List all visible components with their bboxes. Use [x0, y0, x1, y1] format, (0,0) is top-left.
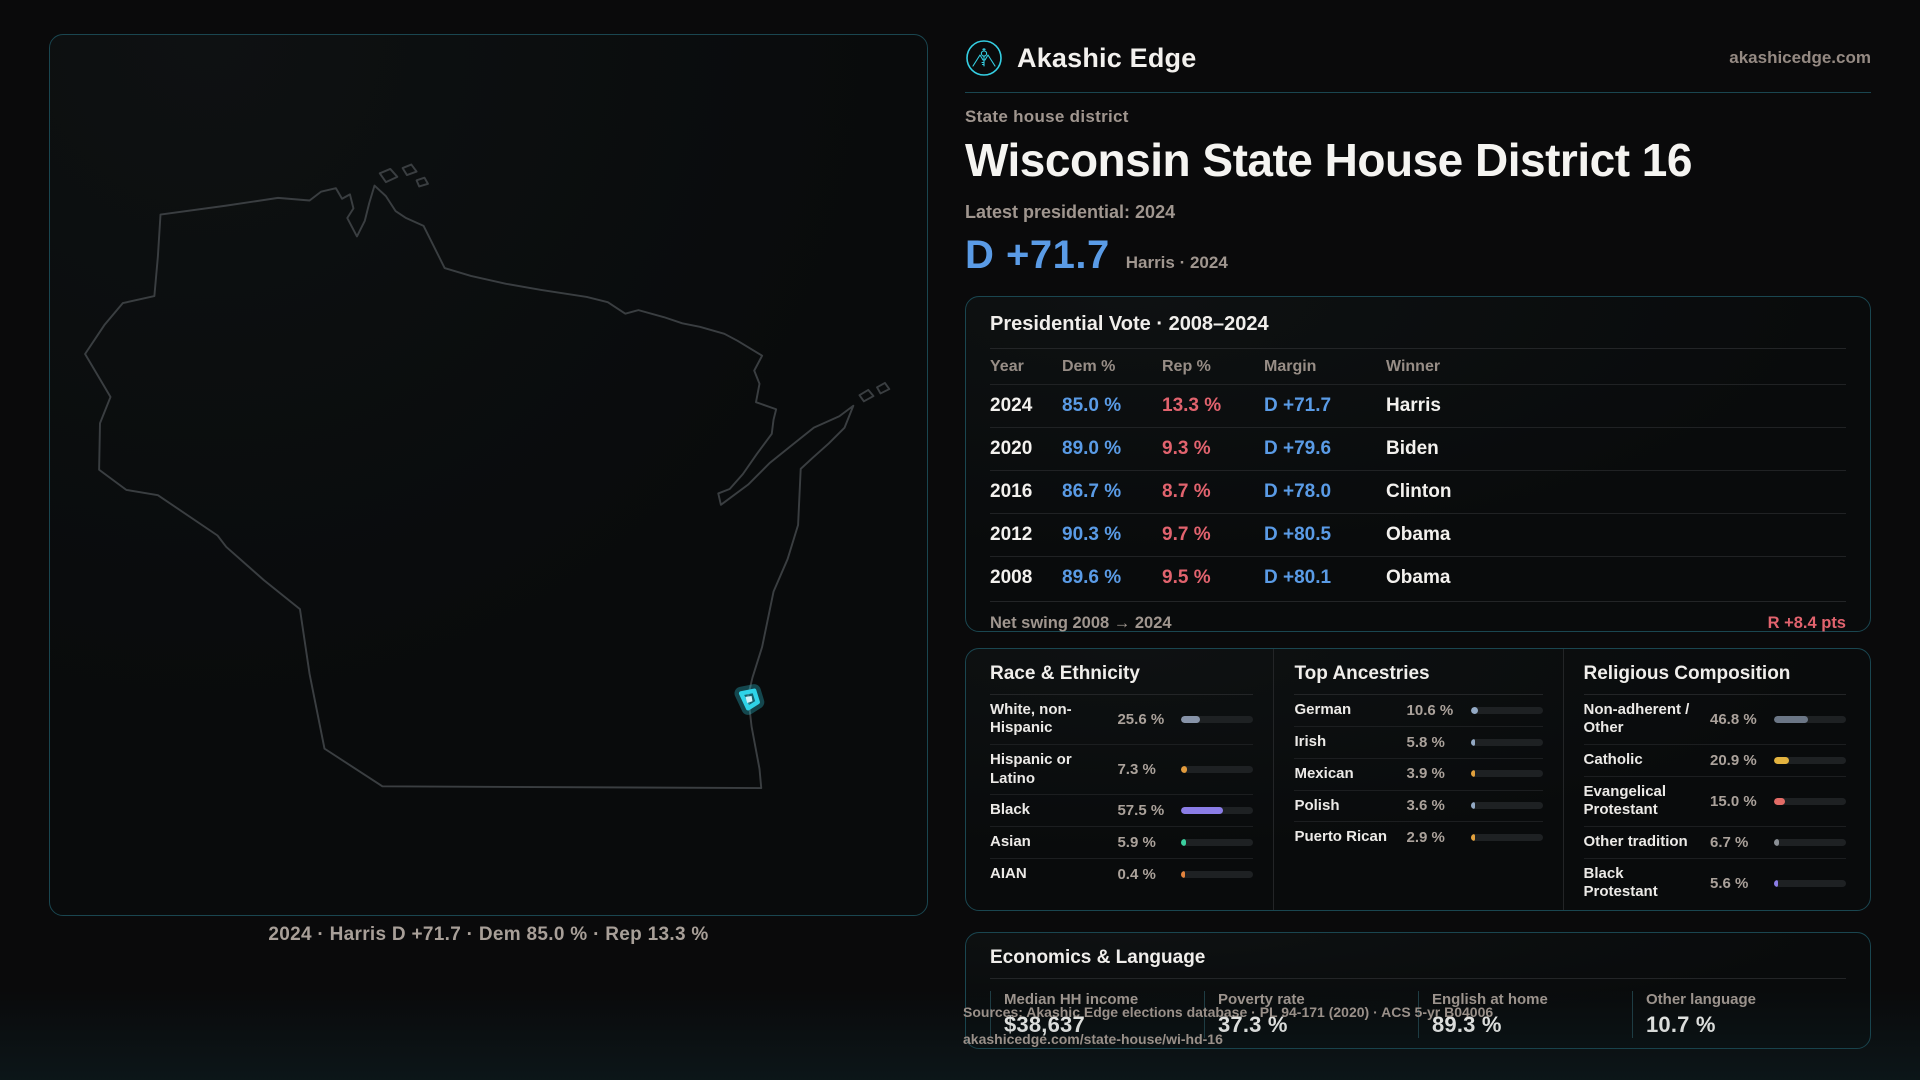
- stat-bar: [1470, 770, 1543, 778]
- presidential-vote-card: Presidential Vote · 2008–2024 Year Dem %…: [965, 296, 1871, 633]
- map-caption: 2024 · Harris D +71.7 · Dem 85.0 % · Rep…: [268, 924, 709, 945]
- col-rep: Rep %: [1162, 358, 1211, 376]
- sources-footer: Sources: Akashic Edge elections database…: [963, 999, 1493, 1054]
- economics-title: Economics & Language: [990, 947, 1206, 969]
- stat-bar: [1181, 766, 1254, 774]
- net-swing-label: Net swing 2008 → 2024: [990, 614, 1172, 633]
- wisconsin-outline: [84, 163, 891, 790]
- list-item: Other tradition 6.7 %: [1583, 827, 1846, 859]
- list-item: Mexican 3.9 %: [1294, 759, 1543, 791]
- col-dem: Dem %: [1062, 358, 1116, 376]
- header-divider: [965, 92, 1871, 93]
- net-swing-value: R +8.4 pts: [1767, 614, 1846, 633]
- list-item: Evangelical Protestant 15.0 %: [1583, 777, 1846, 828]
- religion-title: Religious Composition: [1583, 663, 1846, 696]
- col-year: Year: [990, 358, 1024, 376]
- col-winner: Winner: [1386, 358, 1441, 376]
- report-panel: Akashic Edge akashicedge.com State house…: [965, 30, 1871, 1050]
- brand-header: Akashic Edge akashicedge.com: [965, 36, 1871, 80]
- race-title: Race & Ethnicity: [990, 663, 1254, 696]
- latest-presidential-label: Latest presidential: 2024: [965, 202, 1176, 223]
- list-item: Hispanic or Latino 7.3 %: [990, 745, 1254, 796]
- stat-cell: Median HH income $38,637: [990, 991, 1204, 1039]
- district-map-card: [49, 34, 928, 916]
- list-item: Catholic 20.9 %: [1583, 745, 1846, 778]
- table-row: 2020 89.0 % 9.3 % D +79.6 Biden: [990, 427, 1846, 470]
- akashic-edge-logo-icon: [966, 40, 1002, 76]
- list-item: Irish 5.8 %: [1294, 727, 1543, 759]
- stat-bar: [1181, 870, 1254, 878]
- stat-cell: Other language 10.7 %: [1632, 991, 1846, 1039]
- brand-name: Akashic Edge: [1017, 42, 1197, 73]
- brand-domain-link[interactable]: akashicedge.com: [1729, 48, 1871, 67]
- table-row: 2024 85.0 % 13.3 % D +71.7 Harris: [990, 384, 1846, 427]
- sources-line: Sources: Akashic Edge elections database…: [963, 1004, 1494, 1020]
- economics-stats: Median HH income $38,637 Poverty rate 37…: [990, 991, 1846, 1039]
- list-item: Black 57.5 %: [990, 795, 1254, 828]
- list-item: Black Protestant 5.6 %: [1584, 859, 1846, 908]
- margin-context: Harris · 2024: [1125, 253, 1228, 273]
- stat-bar: [1470, 706, 1543, 714]
- list-item: German 10.6 %: [1294, 695, 1543, 727]
- list-item: Puerto Rican 2.9 %: [1294, 822, 1543, 853]
- col-margin: Margin: [1264, 358, 1317, 376]
- district-type-label: State house district: [965, 107, 1129, 126]
- stat-bar: [1774, 838, 1846, 846]
- stat-bar: [1470, 738, 1543, 746]
- page-title: Wisconsin State House District 16: [965, 134, 1692, 186]
- net-swing-row: Net swing 2008 → 2024 R +8.4 pts: [990, 601, 1846, 645]
- wisconsin-map: [84, 163, 891, 790]
- ancestries-title: Top Ancestries: [1294, 663, 1543, 696]
- stat-bar: [1181, 715, 1254, 723]
- permalink[interactable]: akashicedge.com/state-house/wi-hd-16: [963, 1031, 1223, 1048]
- table-row: 2016 86.7 % 8.7 % D +78.0 Clinton: [990, 470, 1846, 513]
- table-row: 2012 90.3 % 9.7 % D +80.5 Obama: [990, 513, 1846, 556]
- headline-margin: D +71.7 Harris · 2024: [965, 233, 1871, 281]
- stat-bar: [1774, 715, 1846, 723]
- vote-table-title: Presidential Vote · 2008–2024: [990, 313, 1269, 336]
- stat-bar: [1774, 797, 1846, 805]
- race-ethnicity-section: Race & Ethnicity White, non-Hispanic 25.…: [966, 649, 1273, 910]
- economics-divider: [990, 978, 1846, 980]
- economics-card: Economics & Language Median HH income $3…: [965, 932, 1871, 1050]
- stat-bar: [1181, 838, 1254, 846]
- religion-section: Religious Composition Non-adherent / Oth…: [1562, 649, 1870, 911]
- stat-cell: Poverty rate 37.3 %: [1204, 991, 1418, 1039]
- list-item: AIAN 0.4 %: [990, 859, 1254, 890]
- stat-bar: [1470, 802, 1543, 810]
- table-divider: [990, 348, 1846, 350]
- stat-bar: [1774, 879, 1846, 887]
- demographics-card: Race & Ethnicity White, non-Hispanic 25.…: [965, 648, 1871, 912]
- stat-cell: English at home 89.3 %: [1418, 991, 1632, 1039]
- ancestries-section: Top Ancestries German 10.6 % Irish 5.8 %…: [1273, 649, 1562, 911]
- margin-value: D +71.7: [965, 233, 1110, 278]
- table-row: 2008 89.6 % 9.5 % D +80.1 Obama: [990, 556, 1846, 599]
- list-item: White, non-Hispanic 25.6 %: [990, 695, 1254, 746]
- list-item: Polish 3.6 %: [1294, 791, 1543, 823]
- vote-table-header: Year Dem % Rep % Margin Winner: [990, 349, 1846, 384]
- stat-bar: [1774, 756, 1846, 764]
- district-highlight-marker[interactable]: [734, 684, 765, 715]
- list-item: Asian 5.9 %: [990, 827, 1254, 859]
- list-item: Non-adherent / Other 46.8 %: [1583, 695, 1846, 746]
- stat-bar: [1181, 807, 1254, 815]
- stat-bar: [1470, 834, 1543, 842]
